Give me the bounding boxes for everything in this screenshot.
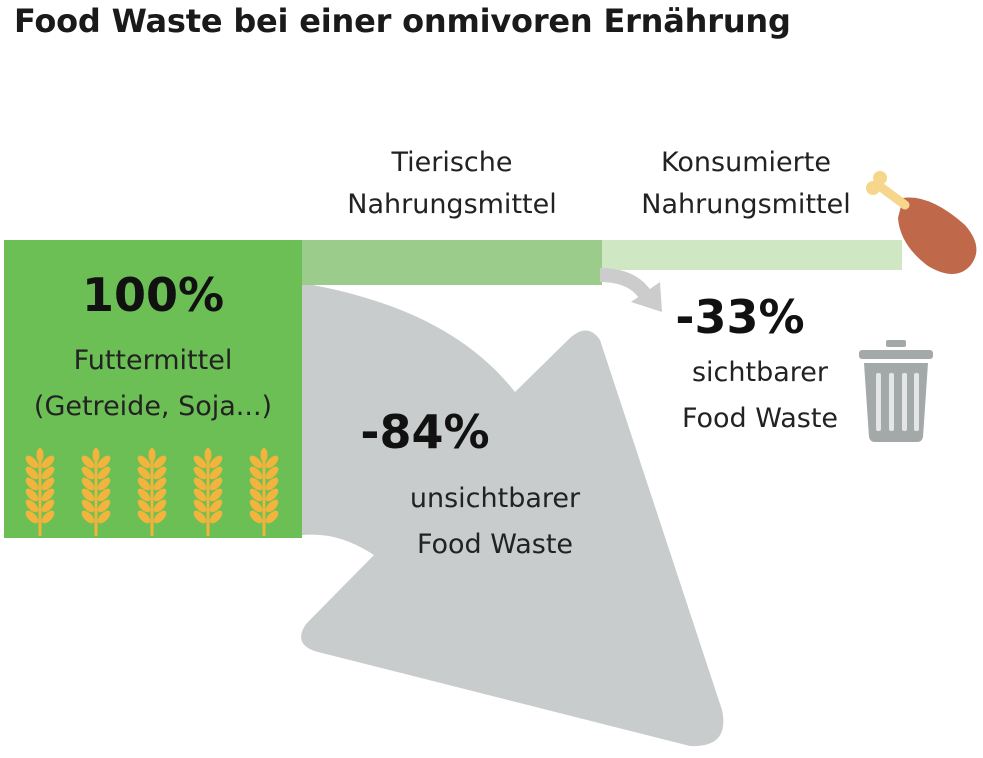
feed-label-line2: (Getreide, Soja...): [33, 391, 273, 422]
wheat-stalk: [193, 448, 223, 536]
animal-food-band: [302, 240, 602, 285]
trash-can-icon: [859, 340, 933, 442]
wheat-icon: [25, 448, 279, 536]
visible-waste-label-line1: sichtbarer: [691, 357, 828, 388]
visible-waste-percent: -33%: [675, 290, 805, 344]
consumed-food-label-line2: Nahrungsmittel: [641, 189, 851, 220]
animal-food-label-line2: Nahrungsmittel: [347, 189, 557, 220]
invisible-waste-percent: -84%: [360, 405, 490, 459]
consumed-food-band: [602, 240, 902, 270]
animal-food-label-line1: Tierische: [391, 147, 513, 178]
wheat-stalk: [137, 448, 167, 536]
feed-label: Futtermittel (Getreide, Soja...): [4, 338, 302, 430]
page-title: Food Waste bei einer onmivoren Ernährung: [14, 2, 791, 40]
consumed-food-label-line1: Konsumierte: [661, 147, 831, 178]
animal-food-label: Tierische Nahrungsmittel: [318, 142, 586, 226]
chicken-leg-icon: [866, 171, 977, 274]
invisible-waste-label: unsichtbarer Food Waste: [370, 476, 620, 568]
feed-label-line1: Futtermittel: [73, 345, 233, 376]
wheat-stalk: [249, 448, 279, 536]
consumed-food-label: Konsumierte Nahrungsmittel: [612, 142, 880, 226]
feed-percent: 100%: [81, 268, 225, 322]
visible-waste-label-line2: Food Waste: [681, 403, 839, 434]
visible-waste-label: sichtbarer Food Waste: [640, 350, 880, 442]
visible-waste-arrow: [599, 268, 662, 312]
wheat-stalk: [81, 448, 111, 536]
invisible-waste-arrow: [301, 283, 724, 747]
invisible-waste-label-line1: unsichtbarer: [409, 483, 581, 514]
invisible-waste-label-line2: Food Waste: [416, 529, 574, 560]
wheat-stalk: [25, 448, 55, 536]
